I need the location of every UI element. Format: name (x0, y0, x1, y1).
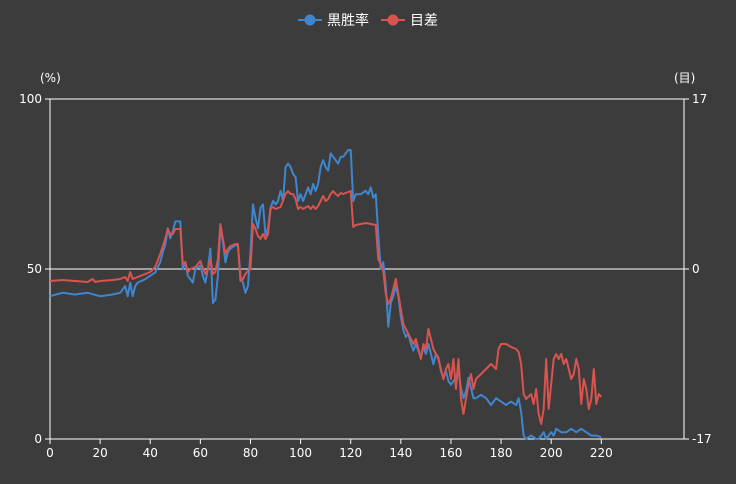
series-line-win-rate (49, 149, 602, 440)
x-tick-label: 20 (92, 446, 107, 460)
right-tick-label: 17 (692, 92, 707, 106)
series-layer (49, 149, 603, 440)
x-tick-label: 220 (590, 446, 613, 460)
left-tick-label: 50 (27, 262, 42, 276)
grid-layer (50, 98, 684, 270)
series-line-score-lead (49, 190, 603, 425)
x-tick-label: 200 (540, 446, 563, 460)
legend-item-score-lead[interactable]: 目差 (381, 13, 438, 29)
x-tick-label: 40 (143, 446, 158, 460)
left-axis-unit: (%) (40, 71, 61, 85)
x-tick-label: 0 (46, 446, 54, 460)
x-tick-label: 160 (439, 446, 462, 460)
x-tick-label: 100 (289, 446, 312, 460)
x-tick-label: 60 (193, 446, 208, 460)
x-tick-label: 80 (243, 446, 258, 460)
x-tick-label: 140 (389, 446, 412, 460)
left-tick-label: 0 (34, 432, 42, 446)
legend[interactable]: 黒胜率 目差 (298, 12, 438, 29)
legend-label-win-rate: 黒胜率 (327, 12, 369, 29)
legend-item-win-rate[interactable]: 黒胜率 (298, 12, 369, 29)
legend-dot-win-rate (304, 14, 316, 26)
x-tick-label: 180 (490, 446, 513, 460)
x-tick-label: 120 (339, 446, 362, 460)
ticks-layer: 0 50 100 -17 0 17 0 20 40 60 80 100 120 140 160 180 200 2… (19, 92, 712, 460)
legend-label-score-lead: 目差 (410, 13, 438, 29)
left-tick-label: 100 (19, 92, 42, 106)
legend-dot-score-lead (387, 14, 399, 26)
right-axis-unit: (目) (674, 71, 695, 85)
right-tick-label: 0 (692, 262, 700, 276)
right-tick-label: -17 (692, 432, 712, 446)
